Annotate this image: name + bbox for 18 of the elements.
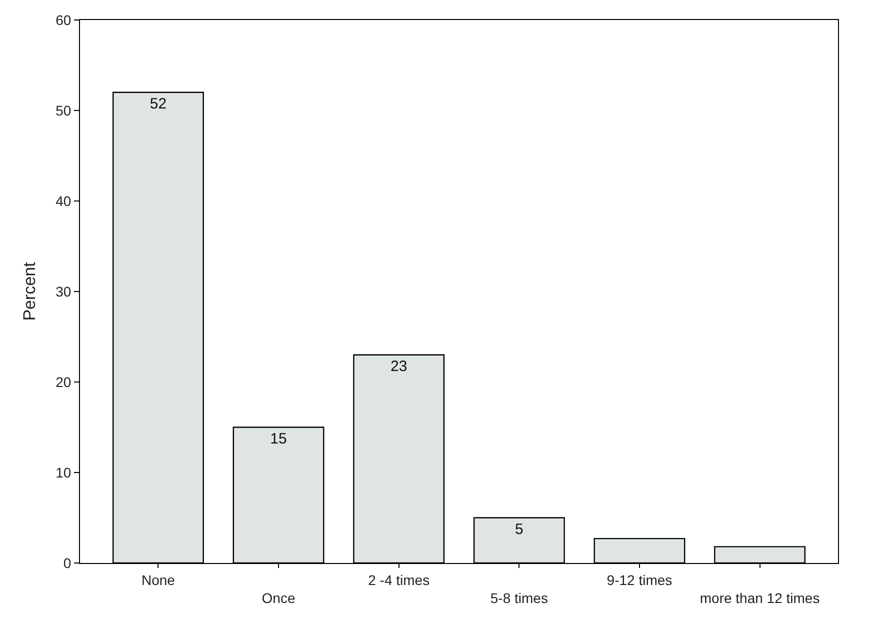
y-tick-label: 0	[63, 554, 72, 571]
y-axis-title: Percent	[20, 262, 40, 321]
data-label: 52	[150, 95, 167, 112]
y-tick-label: 40	[56, 192, 72, 209]
x-tick-label: more than 12 times	[700, 590, 820, 606]
x-tick-label: 9-12 times	[606, 572, 672, 588]
x-tick-label: 5-8 times	[490, 590, 548, 606]
y-tick-label: 30	[56, 283, 72, 300]
x-tick-label: Once	[262, 590, 296, 606]
x-tick-label: 2 -4 times	[368, 572, 430, 588]
x-tick-label: None	[141, 572, 176, 588]
data-label: 15	[270, 430, 287, 448]
y-tick-label: 50	[56, 102, 72, 118]
data-label: 23	[390, 358, 408, 375]
data-label: 5	[514, 520, 524, 538]
y-tick-label: 10	[56, 464, 72, 480]
y-tick-label: 20	[56, 374, 72, 390]
y-tick-label: 60	[56, 12, 72, 28]
